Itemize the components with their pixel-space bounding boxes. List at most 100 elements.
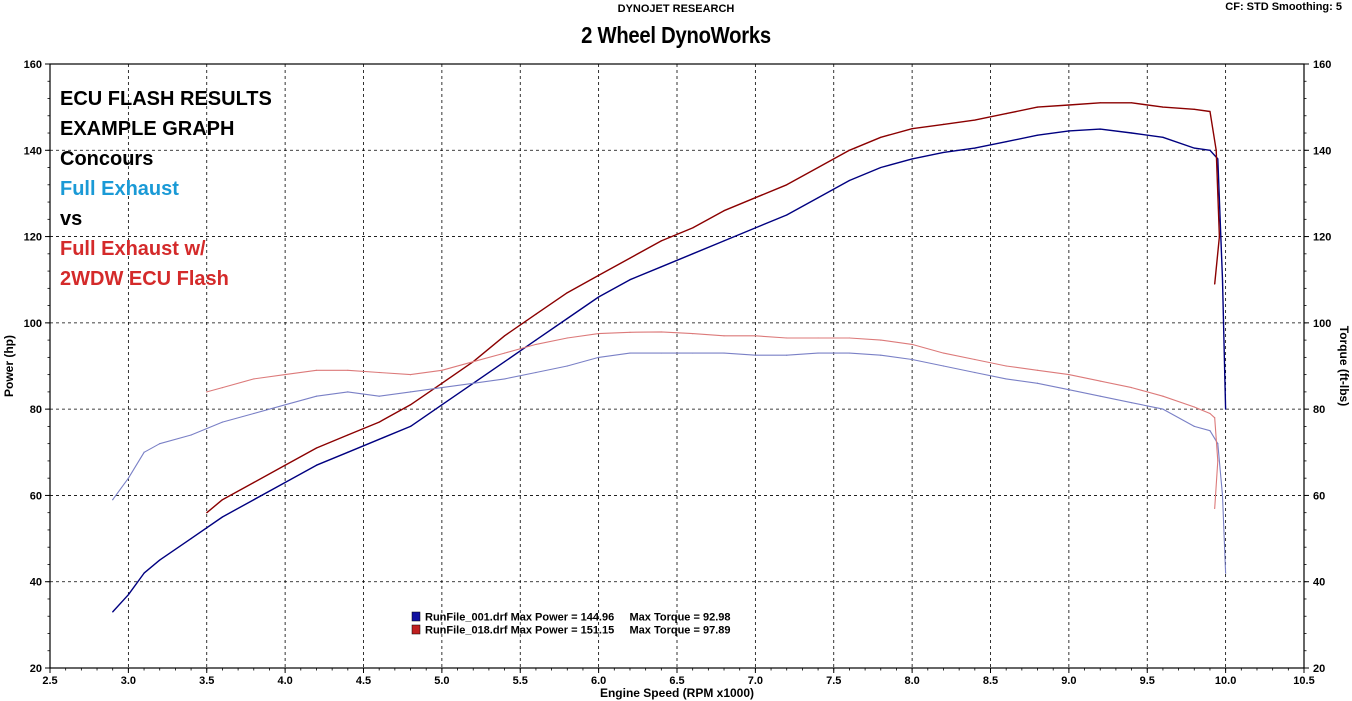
runfile-018-drf-power-point (567, 292, 568, 293)
runfile-018-drf-power-point (441, 383, 442, 384)
y2-tick-label: 120 (1313, 232, 1331, 244)
runfile-001-drf-power-point (1217, 158, 1218, 159)
runfile-001-drf-power-point (222, 516, 223, 517)
runfile-001-drf-power-point (661, 266, 662, 267)
runfile-001-drf-power-point (1037, 135, 1038, 136)
runfile-001-drf-torque-point (817, 352, 818, 353)
runfile-001-drf-torque-point (1209, 430, 1210, 431)
runfile-018-drf-power-point (943, 124, 944, 125)
runfile-001-drf-torque-point (143, 452, 144, 453)
x-tick-label: 7.5 (826, 675, 841, 687)
runfile-018-drf-torque-point (410, 374, 411, 375)
runfile-018-drf-torque-point (880, 340, 881, 341)
runfile-001-drf-torque-line (113, 353, 1226, 573)
runfile-018-drf-power-point (504, 335, 505, 336)
runfile-001-drf-power-point (316, 465, 317, 466)
runfile-018-drf-power-point (974, 119, 975, 120)
legend-entry: RunFile_001.drf Max Power = 144.96 Max T… (425, 612, 730, 624)
runfile-001-drf-torque-point (128, 478, 129, 479)
runfile-001-drf-power-point (755, 227, 756, 228)
runfile-001-drf-torque-point (1100, 396, 1101, 397)
x-tick-label: 10.5 (1293, 675, 1314, 687)
y-tick-label: 20 (30, 663, 42, 675)
runfile-001-drf-power-point (723, 240, 724, 241)
runfile-001-drf-power-point (1162, 137, 1163, 138)
runfile-018-drf-power-point (817, 167, 818, 168)
runfile-001-drf-torque-point (285, 404, 286, 405)
runfile-001-drf-torque-point (1225, 572, 1226, 573)
runfile-001-drf-torque-point (1006, 378, 1007, 379)
runfile-001-drf-torque-point (112, 499, 113, 500)
x-tick-label: 5.5 (513, 675, 528, 687)
runfile-018-drf-power-point (661, 240, 662, 241)
runfile-001-drf-torque-point (1194, 426, 1195, 427)
runfile-001-drf-torque-point (316, 396, 317, 397)
x-tick-label: 8.5 (983, 675, 998, 687)
runfile-001-drf-torque-point (786, 355, 787, 356)
runfile-018-drf-torque-point (1209, 413, 1210, 414)
runfile-018-drf-torque-point (755, 335, 756, 336)
runfile-001-drf-torque-point (629, 352, 630, 353)
runfile-018-drf-power-point (1068, 104, 1069, 105)
runfile-001-drf-power-point (410, 426, 411, 427)
runfile-001-drf-power-point (880, 167, 881, 168)
runfile-018-drf-power-point (316, 447, 317, 448)
runfile-018-drf-torque-line (207, 332, 1218, 509)
runfile-018-drf-power-point (222, 499, 223, 500)
runfile-001-drf-power-point (912, 158, 913, 159)
runfile-001-drf-power-point (1209, 150, 1210, 151)
x-tick-label: 5.0 (434, 675, 449, 687)
x-tick-label: 4.5 (356, 675, 371, 687)
runfile-018-drf-power-point (1131, 102, 1132, 103)
runfile-001-drf-power-point (598, 296, 599, 297)
runfile-001-drf-power-point (285, 482, 286, 483)
x-tick-label: 9.0 (1061, 675, 1076, 687)
runfile-001-drf-power-point (974, 148, 975, 149)
runfile-018-drf-torque-point (535, 344, 536, 345)
runfile-018-drf-torque-point (1214, 508, 1215, 509)
runfile-018-drf-power-point (1219, 236, 1220, 237)
runfile-001-drf-torque-point (1131, 402, 1132, 403)
runfile-001-drf-power-point (943, 152, 944, 153)
annotation-line: vs (60, 208, 82, 231)
runfile-001-drf-power-point (143, 572, 144, 573)
runfile-018-drf-power-point (1194, 109, 1195, 110)
runfile-001-drf-torque-point (661, 352, 662, 353)
runfile-018-drf-torque-point (1194, 406, 1195, 407)
runfile-018-drf-power-point (1006, 113, 1007, 114)
runfile-001-drf-torque-point (880, 355, 881, 356)
x-tick-label: 2.5 (42, 675, 57, 687)
runfile-018-drf-power-point (1162, 107, 1163, 108)
runfile-018-drf-torque-point (379, 372, 380, 373)
runfile-001-drf-torque-point (974, 372, 975, 373)
runfile-018-drf-torque-point (316, 370, 317, 371)
runfile-018-drf-power-point (755, 197, 756, 198)
x-tick-label: 3.0 (121, 675, 136, 687)
runfile-018-drf-torque-point (1217, 460, 1218, 461)
y-tick-label: 100 (24, 318, 42, 330)
runfile-018-drf-torque-point (347, 370, 348, 371)
runfile-001-drf-power-point (128, 594, 129, 595)
y2-axis-label: Torque (ft-lbs) (1337, 326, 1351, 406)
runfile-018-drf-torque-point (817, 337, 818, 338)
runfile-001-drf-power-point (1225, 409, 1226, 410)
annotation-line: EXAMPLE GRAPH (60, 118, 234, 141)
runfile-018-drf-torque-point (629, 332, 630, 333)
runfile-001-drf-torque-point (1222, 495, 1223, 496)
y2-tick-label: 80 (1313, 404, 1325, 416)
runfile-018-drf-power-point (1209, 111, 1210, 112)
runfile-018-drf-torque-point (598, 333, 599, 334)
legend-swatch (412, 625, 420, 634)
runfile-018-drf-power-point (1100, 102, 1101, 103)
runfile-018-drf-power-point (410, 404, 411, 405)
runfile-001-drf-power-point (504, 361, 505, 362)
runfile-001-drf-power-point (1006, 141, 1007, 142)
y-tick-label: 80 (30, 404, 42, 416)
runfile-001-drf-torque-point (535, 372, 536, 373)
runfile-018-drf-torque-point (1162, 396, 1163, 397)
y2-tick-label: 100 (1313, 318, 1331, 330)
runfile-001-drf-power-point (786, 214, 787, 215)
runfile-018-drf-torque-point (1100, 381, 1101, 382)
y-axis-label: Power (hp) (2, 335, 16, 397)
y2-tick-label: 20 (1313, 663, 1325, 675)
